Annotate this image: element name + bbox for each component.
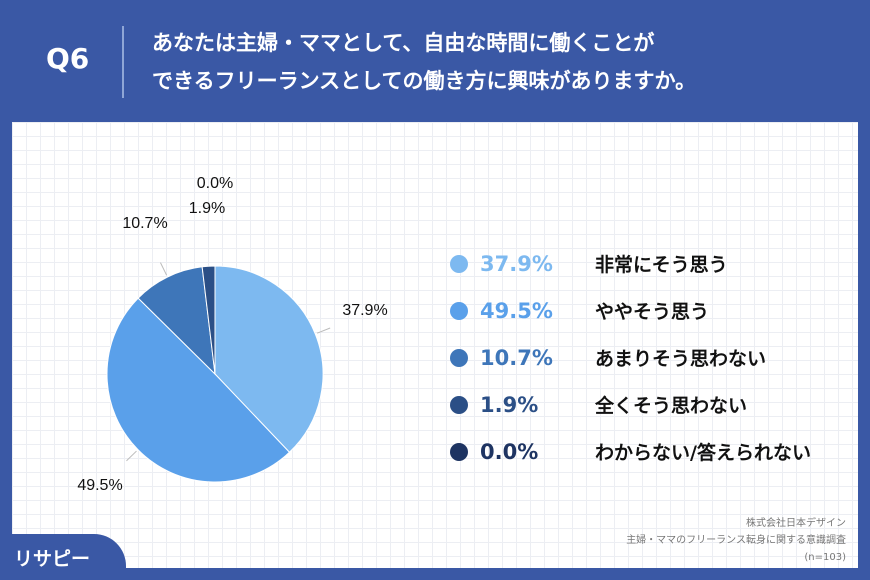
data-label: 1.9% xyxy=(189,200,225,217)
legend-item: 10.7% あまりそう思わない xyxy=(450,334,811,381)
legend-label: 非常にそう思う xyxy=(595,254,728,276)
legend-label: ややそう思う xyxy=(595,301,710,323)
data-label: 49.5% xyxy=(77,477,122,494)
legend-item: 1.9% 全くそう思わない xyxy=(450,381,811,428)
logo-text: リサピー xyxy=(14,548,91,570)
leader-line xyxy=(316,327,331,334)
leader-line xyxy=(126,450,137,462)
question-number: Q6 xyxy=(46,42,90,75)
legend-percent: 1.9% xyxy=(480,392,539,417)
legend-dot-icon xyxy=(450,395,468,414)
legend-item: 37.9% 非常にそう思う xyxy=(450,240,811,287)
legend-dot-icon xyxy=(450,254,468,273)
source-note: 株式会社日本デザイン 主婦・ママのフリーランス転身に関する意識調査 (n=103… xyxy=(626,515,846,566)
legend-item: 0.0% わからない/答えられない xyxy=(450,428,811,475)
pie-slice xyxy=(214,265,324,453)
question-title: あなたは主婦・ママとして、自由な時間に働くことが できるフリーランスとしての働き… xyxy=(152,24,696,100)
data-label: 0.0% xyxy=(197,175,233,192)
pie-slice xyxy=(201,265,216,375)
legend-dot-icon xyxy=(450,442,468,461)
source-company: 株式会社日本デザイン xyxy=(746,518,846,529)
legend-item: 49.5% ややそう思う xyxy=(450,287,811,334)
pie-slice xyxy=(137,266,216,376)
legend-percent: 0.0% xyxy=(480,439,539,464)
data-label: 37.9% xyxy=(342,302,387,319)
legend-label: 全くそう思わない xyxy=(595,395,748,417)
logo: リサピー xyxy=(0,534,126,580)
legend-percent: 10.7% xyxy=(480,345,553,370)
legend-dot-icon xyxy=(450,348,468,367)
legend-percent: 37.9% xyxy=(480,251,553,276)
legend-dot-icon xyxy=(450,301,468,320)
data-label: 10.7% xyxy=(122,215,167,232)
legend-label: あまりそう思わない xyxy=(595,348,767,370)
divider xyxy=(122,26,124,98)
sample-size: (n=103) xyxy=(804,552,846,563)
legend-percent: 49.5% xyxy=(480,298,553,323)
leader-line xyxy=(159,262,168,276)
title-line-1: あなたは主婦・ママとして、自由な時間に働くことが xyxy=(152,31,655,55)
legend-label: わからない/答えられない xyxy=(595,442,811,464)
pie-slice xyxy=(106,297,291,483)
title-line-2: できるフリーランスとしての働き方に興味がありますか。 xyxy=(152,69,697,93)
source-survey: 主婦・ママのフリーランス転身に関する意識調査 xyxy=(626,535,846,546)
legend: 37.9% 非常にそう思う 49.5% ややそう思う 10.7% あまりそう思わない 1.9… xyxy=(450,240,811,475)
